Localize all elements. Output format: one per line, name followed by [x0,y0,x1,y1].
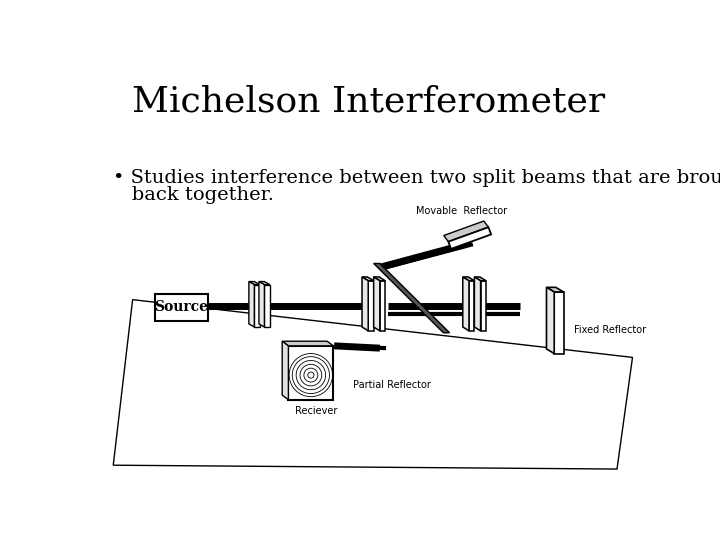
Polygon shape [380,281,385,331]
Text: back together.: back together. [113,186,274,205]
Polygon shape [554,292,564,354]
Text: Source: Source [155,300,209,314]
Polygon shape [362,277,374,281]
Polygon shape [259,281,270,285]
Polygon shape [374,277,380,331]
Polygon shape [362,277,368,331]
Text: • Studies interference between two split beams that are brought: • Studies interference between two split… [113,168,720,187]
Text: Reciever: Reciever [295,406,338,416]
Polygon shape [463,277,474,281]
Polygon shape [282,341,289,400]
Polygon shape [463,277,469,331]
Polygon shape [469,281,474,331]
Bar [289,346,333,400]
Text: Movable  Reflector: Movable Reflector [416,206,508,217]
Text: Fixed Reflector: Fixed Reflector [575,326,647,335]
Polygon shape [546,287,564,292]
Polygon shape [474,277,481,331]
Polygon shape [474,277,486,281]
Polygon shape [249,281,260,285]
Polygon shape [449,227,491,249]
Polygon shape [481,281,486,331]
Polygon shape [259,281,264,327]
Polygon shape [374,264,449,333]
Polygon shape [444,221,488,242]
Polygon shape [546,287,554,354]
Polygon shape [249,281,254,327]
Bar [155,294,208,321]
Polygon shape [254,285,260,327]
Polygon shape [282,341,333,346]
Polygon shape [264,285,270,327]
Text: Michelson Interferometer: Michelson Interferometer [132,85,606,119]
Polygon shape [368,281,374,331]
Polygon shape [374,277,385,281]
Text: Partial Reflector: Partial Reflector [354,381,431,390]
